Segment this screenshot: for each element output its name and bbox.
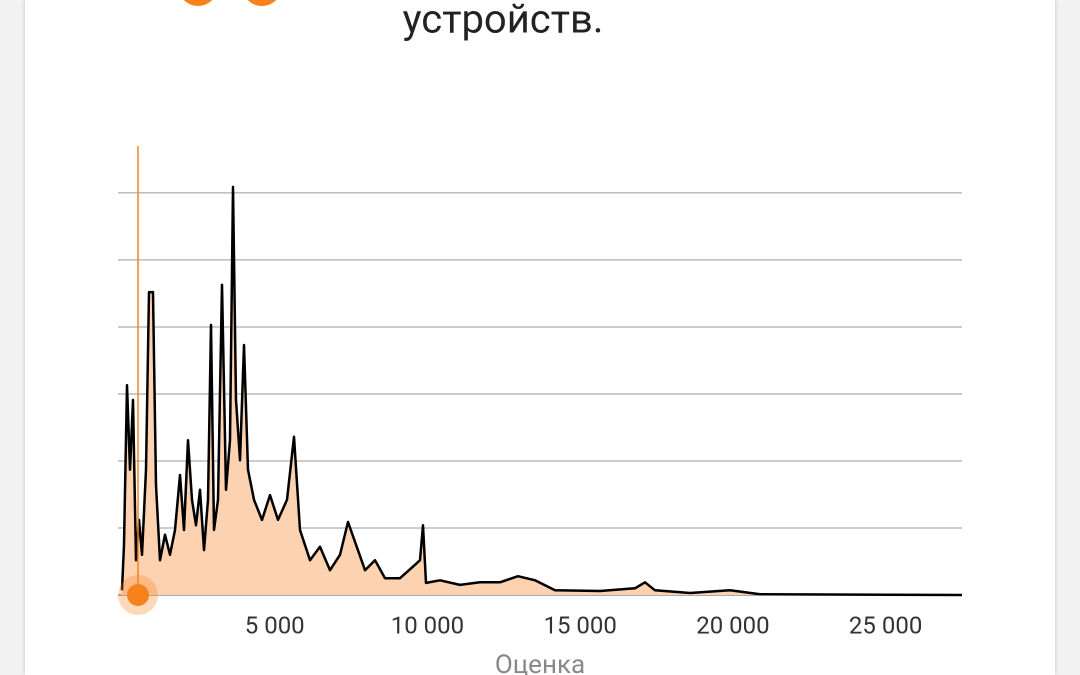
x-tick-label: 15 000 [543,611,616,639]
x-tick-label: 25 000 [849,611,922,639]
highlight-dot [127,584,150,606]
x-axis-label: Оценка [495,650,585,675]
line [120,185,963,597]
x-tick-label: 5 000 [245,611,305,639]
area-fill [122,186,962,595]
app-icon [183,0,213,6]
chart-title: устройств. [403,0,604,43]
app-icon [247,0,277,6]
x-tick-label: 10 000 [391,611,464,639]
x-tick-label: 20 000 [696,611,769,639]
